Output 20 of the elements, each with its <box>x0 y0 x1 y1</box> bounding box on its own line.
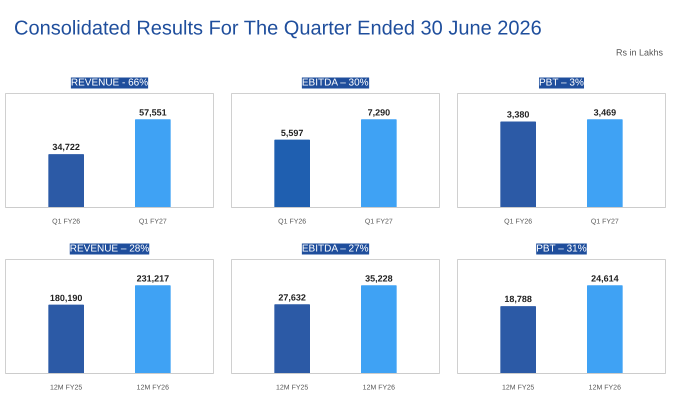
data-label: 3,469 <box>594 107 616 118</box>
data-label: 18,788 <box>504 294 532 304</box>
data-label: 57,551 <box>139 107 167 118</box>
chart-title: REVENUE - 66% <box>70 78 148 88</box>
data-label: 180,190 <box>50 292 82 303</box>
data-label: 24,614 <box>591 273 619 284</box>
data-label: 27,632 <box>278 292 306 302</box>
chart-title: EBITDA – 27% <box>302 244 369 254</box>
data-label: 7,290 <box>368 107 390 118</box>
data-label: 231,217 <box>136 273 170 284</box>
text: Consolidated Results For The Quarter Ended 30 June 2026 <box>14 17 542 40</box>
chart-title: EBITDA – 30% <box>302 78 369 88</box>
chart-title: PBT – 3% <box>538 78 584 88</box>
chart-title: PBT – 31% <box>536 244 587 254</box>
data-label: 34,722 <box>52 142 80 152</box>
data-label: 5,597 <box>280 128 304 138</box>
data-label: 35,228 <box>365 273 393 284</box>
data-label: 3,380 <box>506 110 530 120</box>
text: Rs in Lakhs <box>616 48 664 58</box>
chart-title: REVENUE – 28% <box>70 244 150 254</box>
